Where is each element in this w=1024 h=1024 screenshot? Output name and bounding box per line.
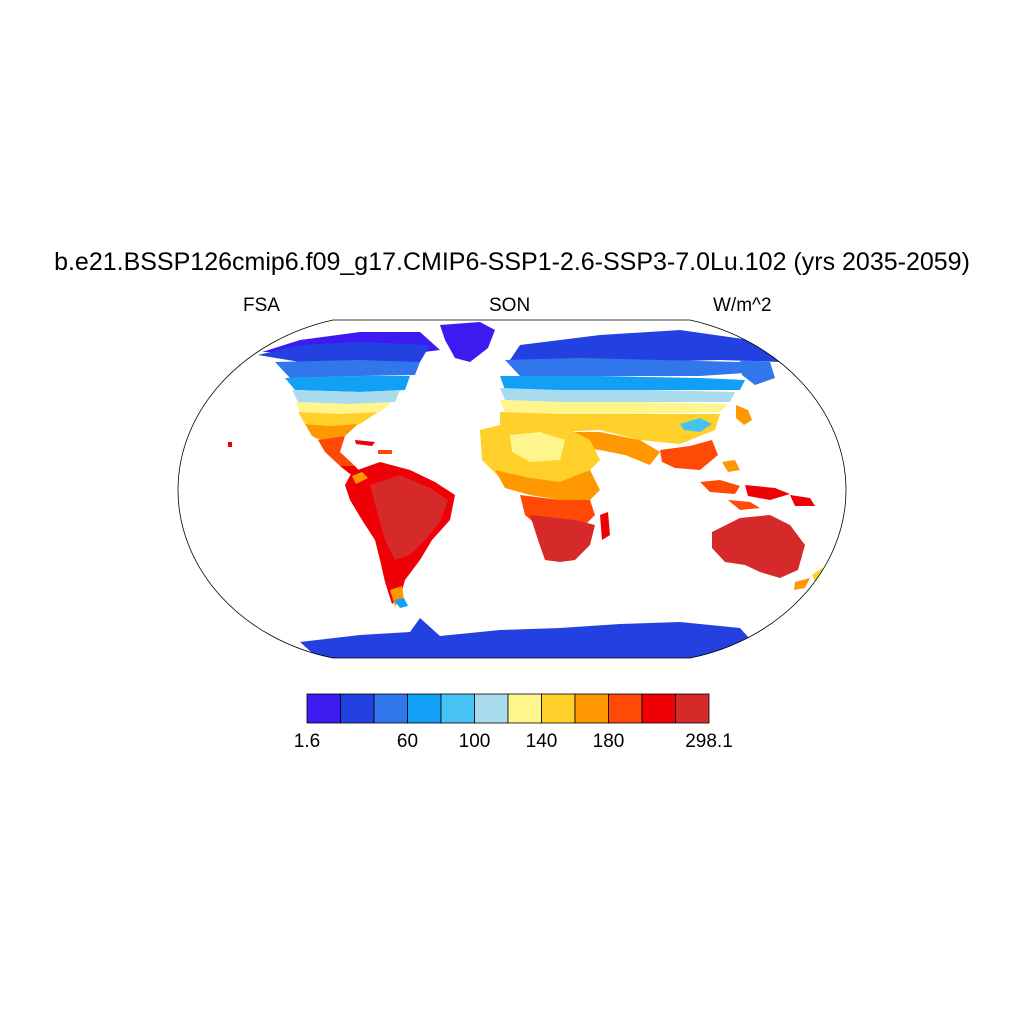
caribbean <box>228 440 392 454</box>
colorbar-swatch <box>407 693 442 724</box>
colorbar-swatch <box>340 693 375 724</box>
colorbar-tick-label: 1.6 <box>293 731 321 752</box>
eurasia <box>500 330 780 470</box>
colorbar-swatch <box>541 693 576 724</box>
figure-title: b.e21.BSSP126cmip6.f09_g17.CMIP6-SSP1-2.… <box>54 248 970 276</box>
antarctica <box>300 618 760 658</box>
season-label: SON <box>489 295 531 316</box>
map-boundary <box>177 319 847 659</box>
north-america <box>258 322 495 474</box>
south-america <box>345 462 455 608</box>
maritime-continent <box>700 460 815 510</box>
units-label: W/m^2 <box>713 295 772 316</box>
variable-label: FSA <box>243 295 280 316</box>
colorbar-swatch <box>373 693 408 724</box>
africa <box>480 420 610 562</box>
map-field <box>228 322 826 658</box>
colorbar-tick-label: 100 <box>458 731 491 752</box>
australia <box>712 515 826 590</box>
colorbar-swatch <box>507 693 542 724</box>
colorbar-tick-label: 298.1 <box>685 731 733 752</box>
colorbar-swatch <box>675 693 710 724</box>
colorbar-tick-label: 180 <box>592 731 625 752</box>
colorbar-swatch <box>641 693 676 724</box>
colorbar-swatch <box>440 693 475 724</box>
colorbar-tick-label: 60 <box>396 731 419 752</box>
colorbar-swatch <box>474 693 509 724</box>
colorbar-tick-label: 140 <box>525 731 558 752</box>
colorbar <box>306 693 710 724</box>
colorbar-swatch <box>608 693 643 724</box>
colorbar-swatch <box>306 693 341 724</box>
colorbar-swatch <box>574 693 609 724</box>
